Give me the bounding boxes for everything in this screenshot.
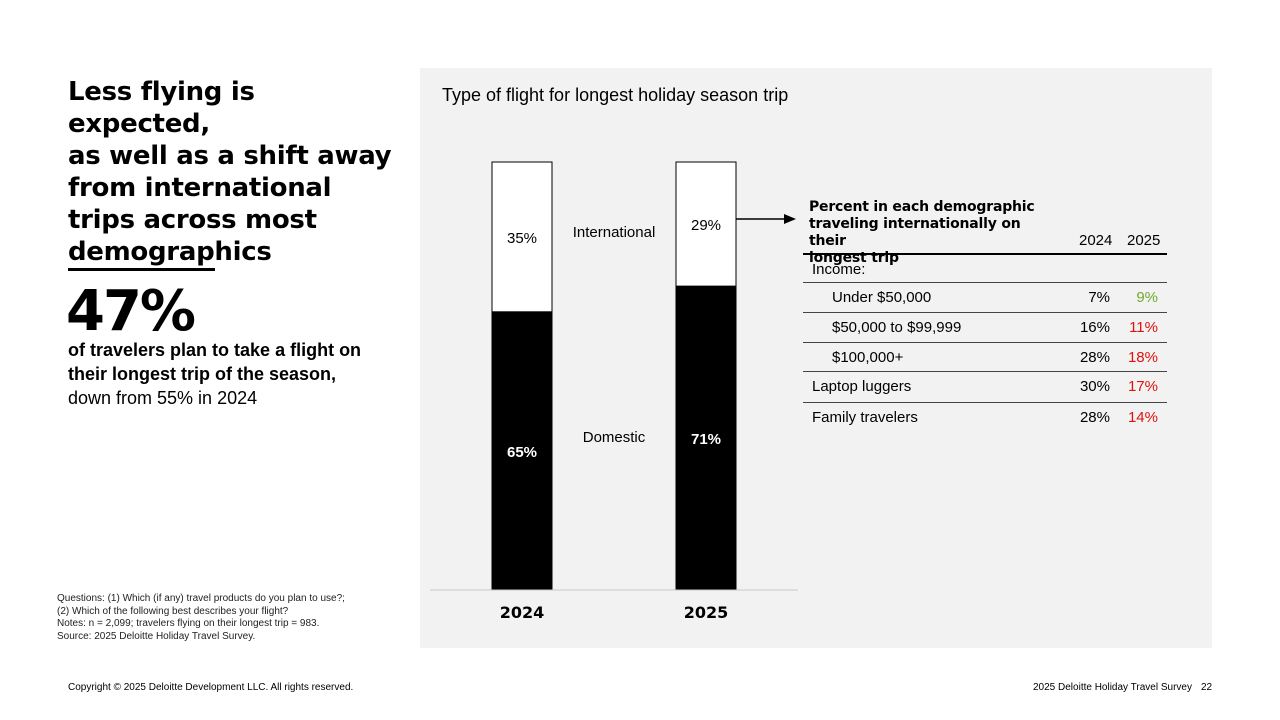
chart-title: Type of flight for longest holiday seaso…: [442, 85, 789, 105]
stat-text-bold: of travelers plan to take a flight on th…: [68, 340, 362, 384]
stat-description: of travelers plan to take a flight on th…: [68, 338, 398, 410]
table-row-label: $100,000+: [832, 349, 904, 366]
table-row-label: Family travelers: [812, 409, 918, 426]
arrow-head-icon: [784, 214, 796, 225]
table-row-label: Laptop luggers: [812, 378, 912, 395]
section-label-income: Income:: [812, 261, 866, 278]
headline-line: trips across most: [68, 205, 317, 235]
col-header-2025: 2025: [1127, 232, 1161, 249]
table-cell-2025: 17%: [1127, 378, 1158, 395]
col-header-2024: 2024: [1079, 232, 1113, 249]
notes: Questions: (1) Which (if any) travel pro…: [57, 593, 417, 643]
headline-line: from international: [68, 173, 332, 203]
table-title-line: Percent in each demographic: [809, 199, 1035, 215]
x-tick-label: 2025: [684, 603, 729, 622]
note-line: Source: 2025 Deloitte Holiday Travel Sur…: [57, 630, 256, 642]
headline-line: Less flying is expected,: [68, 77, 255, 139]
bar-value-label: 29%: [691, 217, 721, 234]
bar-international-2025: [675, 161, 737, 287]
table-cell-2025: 18%: [1127, 349, 1158, 366]
table-rule: [803, 402, 1167, 403]
table-row-label: $50,000 to $99,999: [832, 319, 962, 336]
table-row-label: Under $50,000: [832, 289, 932, 306]
bar-international-2024: [491, 161, 553, 313]
table-title-line: traveling internationally on their: [809, 216, 1021, 249]
bar-domestic-2025: [675, 285, 737, 591]
big-stat-value: 47%: [66, 279, 196, 344]
page-number: 22: [1201, 682, 1213, 693]
footer-copyright: Copyright © 2025 Deloitte Development LL…: [68, 682, 354, 693]
x-tick-label: 2024: [500, 603, 545, 622]
bar-value-label: 35%: [507, 230, 537, 247]
headline-line: demographics: [68, 237, 272, 267]
table-cell-2025: 11%: [1129, 319, 1158, 336]
bar-value-label: 71%: [691, 431, 721, 448]
series-label-international: International: [573, 224, 656, 241]
bar-domestic-2024: [491, 311, 553, 591]
divider: [68, 268, 215, 271]
table-cell-2024: 28%: [1079, 409, 1110, 426]
headline-line: as well as a shift away: [68, 141, 392, 171]
table-cell-2025: 14%: [1127, 409, 1158, 426]
table-cell-2024: 30%: [1079, 378, 1110, 395]
table-rule: [803, 371, 1167, 372]
stat-text-normal: down from 55% in 2024: [68, 388, 258, 408]
table-header-rule: [803, 253, 1167, 255]
table-title: Percent in each demographic traveling in…: [809, 199, 1059, 267]
note-line: Notes: n = 2,099; travelers flying on th…: [57, 618, 320, 629]
table-cell-2024: 7%: [1088, 289, 1110, 306]
table-rule: [803, 312, 1167, 313]
footer-survey-name: 2025 Deloitte Holiday Travel Survey: [1033, 682, 1192, 693]
table-cell-2024: 16%: [1079, 319, 1110, 336]
series-label-domestic: Domestic: [583, 429, 646, 446]
headline: Less flying is expected, as well as a sh…: [68, 76, 398, 268]
table-cell-2025: 9%: [1136, 289, 1158, 306]
note-line: (2) Which of the following best describe…: [57, 605, 289, 617]
table-cell-2024: 28%: [1079, 349, 1110, 366]
note-line: Questions: (1) Which (if any) travel pro…: [57, 593, 345, 604]
stacked-bar-chart: 65% 35% 2024 71% 29% 2025 Domestic Internationa…: [430, 161, 798, 622]
table-rule: [803, 342, 1167, 343]
bar-value-label: 65%: [507, 444, 537, 461]
table-rule: [803, 282, 1167, 283]
